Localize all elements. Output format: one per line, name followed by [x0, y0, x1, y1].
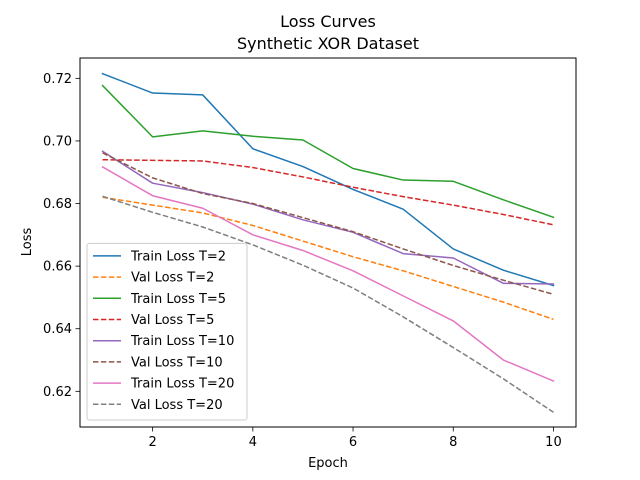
- series-line-val-loss-t-20: [102, 195, 554, 413]
- legend-label-val-loss-t-20: Val Loss T=20: [131, 398, 223, 413]
- chart-title: Loss Curves: [280, 12, 376, 31]
- plot-frame: [79, 57, 577, 428]
- series-line-train-loss-t-20: [101, 165, 555, 382]
- y-tick-label: 0.72: [43, 72, 72, 87]
- legend-label-train-loss-t-5: Train Loss T=5: [130, 292, 226, 307]
- legend-label-train-loss-t-2: Train Loss T=2: [130, 249, 226, 264]
- legend-label-train-loss-t-10: Train Loss T=10: [130, 334, 234, 349]
- series-line-train-loss-t-5: [101, 84, 555, 219]
- x-tick-label: 8: [449, 435, 457, 450]
- legend-label-train-loss-t-20: Train Loss T=20: [130, 377, 234, 392]
- legend: Train Loss T=2 Val Loss T=2 Train Loss T=5…: [86, 242, 248, 421]
- legend-box: [86, 242, 248, 421]
- series-line-val-loss-t-10: [102, 152, 554, 296]
- legend-label-val-loss-t-10: Val Loss T=10: [131, 355, 223, 370]
- series-line-val-loss-t-2: [102, 196, 554, 321]
- y-tick-label: 0.68: [43, 197, 72, 212]
- y-axis-ticks: 0.62 0.64 0.66 0.68 0.70 0.72: [43, 72, 80, 400]
- series-layer: [101, 72, 555, 413]
- chart-subtitle: Synthetic XOR Dataset: [237, 34, 419, 53]
- x-axis-label: Epoch: [308, 456, 348, 471]
- y-tick-label: 0.64: [43, 322, 72, 337]
- series-line-val-loss-t-5: [102, 158, 554, 226]
- legend-label-val-loss-t-5: Val Loss T=5: [131, 313, 214, 328]
- series-line-train-loss-t-10: [101, 150, 555, 285]
- y-tick-label: 0.66: [43, 260, 72, 275]
- x-tick-label: 2: [149, 435, 157, 450]
- y-tick-label: 0.62: [43, 385, 72, 400]
- x-axis-ticks: 2 4 6 8 10: [149, 427, 562, 450]
- series-line-train-loss-t-2: [101, 72, 555, 287]
- x-tick-label: 10: [545, 435, 562, 450]
- y-tick-label: 0.70: [43, 134, 72, 149]
- x-tick-label: 6: [349, 435, 357, 450]
- legend-label-val-loss-t-2: Val Loss T=2: [131, 271, 214, 286]
- x-tick-label: 4: [249, 435, 257, 450]
- y-axis-label: Loss: [20, 228, 35, 257]
